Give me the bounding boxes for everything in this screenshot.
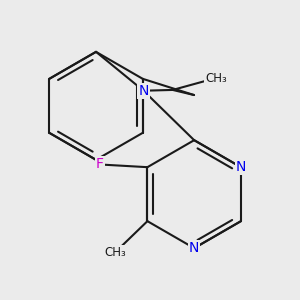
Text: N: N (189, 241, 200, 255)
Text: CH₃: CH₃ (205, 72, 227, 85)
Text: N: N (138, 84, 149, 98)
Text: F: F (96, 158, 104, 172)
Text: N: N (236, 160, 246, 174)
Text: CH₃: CH₃ (104, 246, 126, 259)
